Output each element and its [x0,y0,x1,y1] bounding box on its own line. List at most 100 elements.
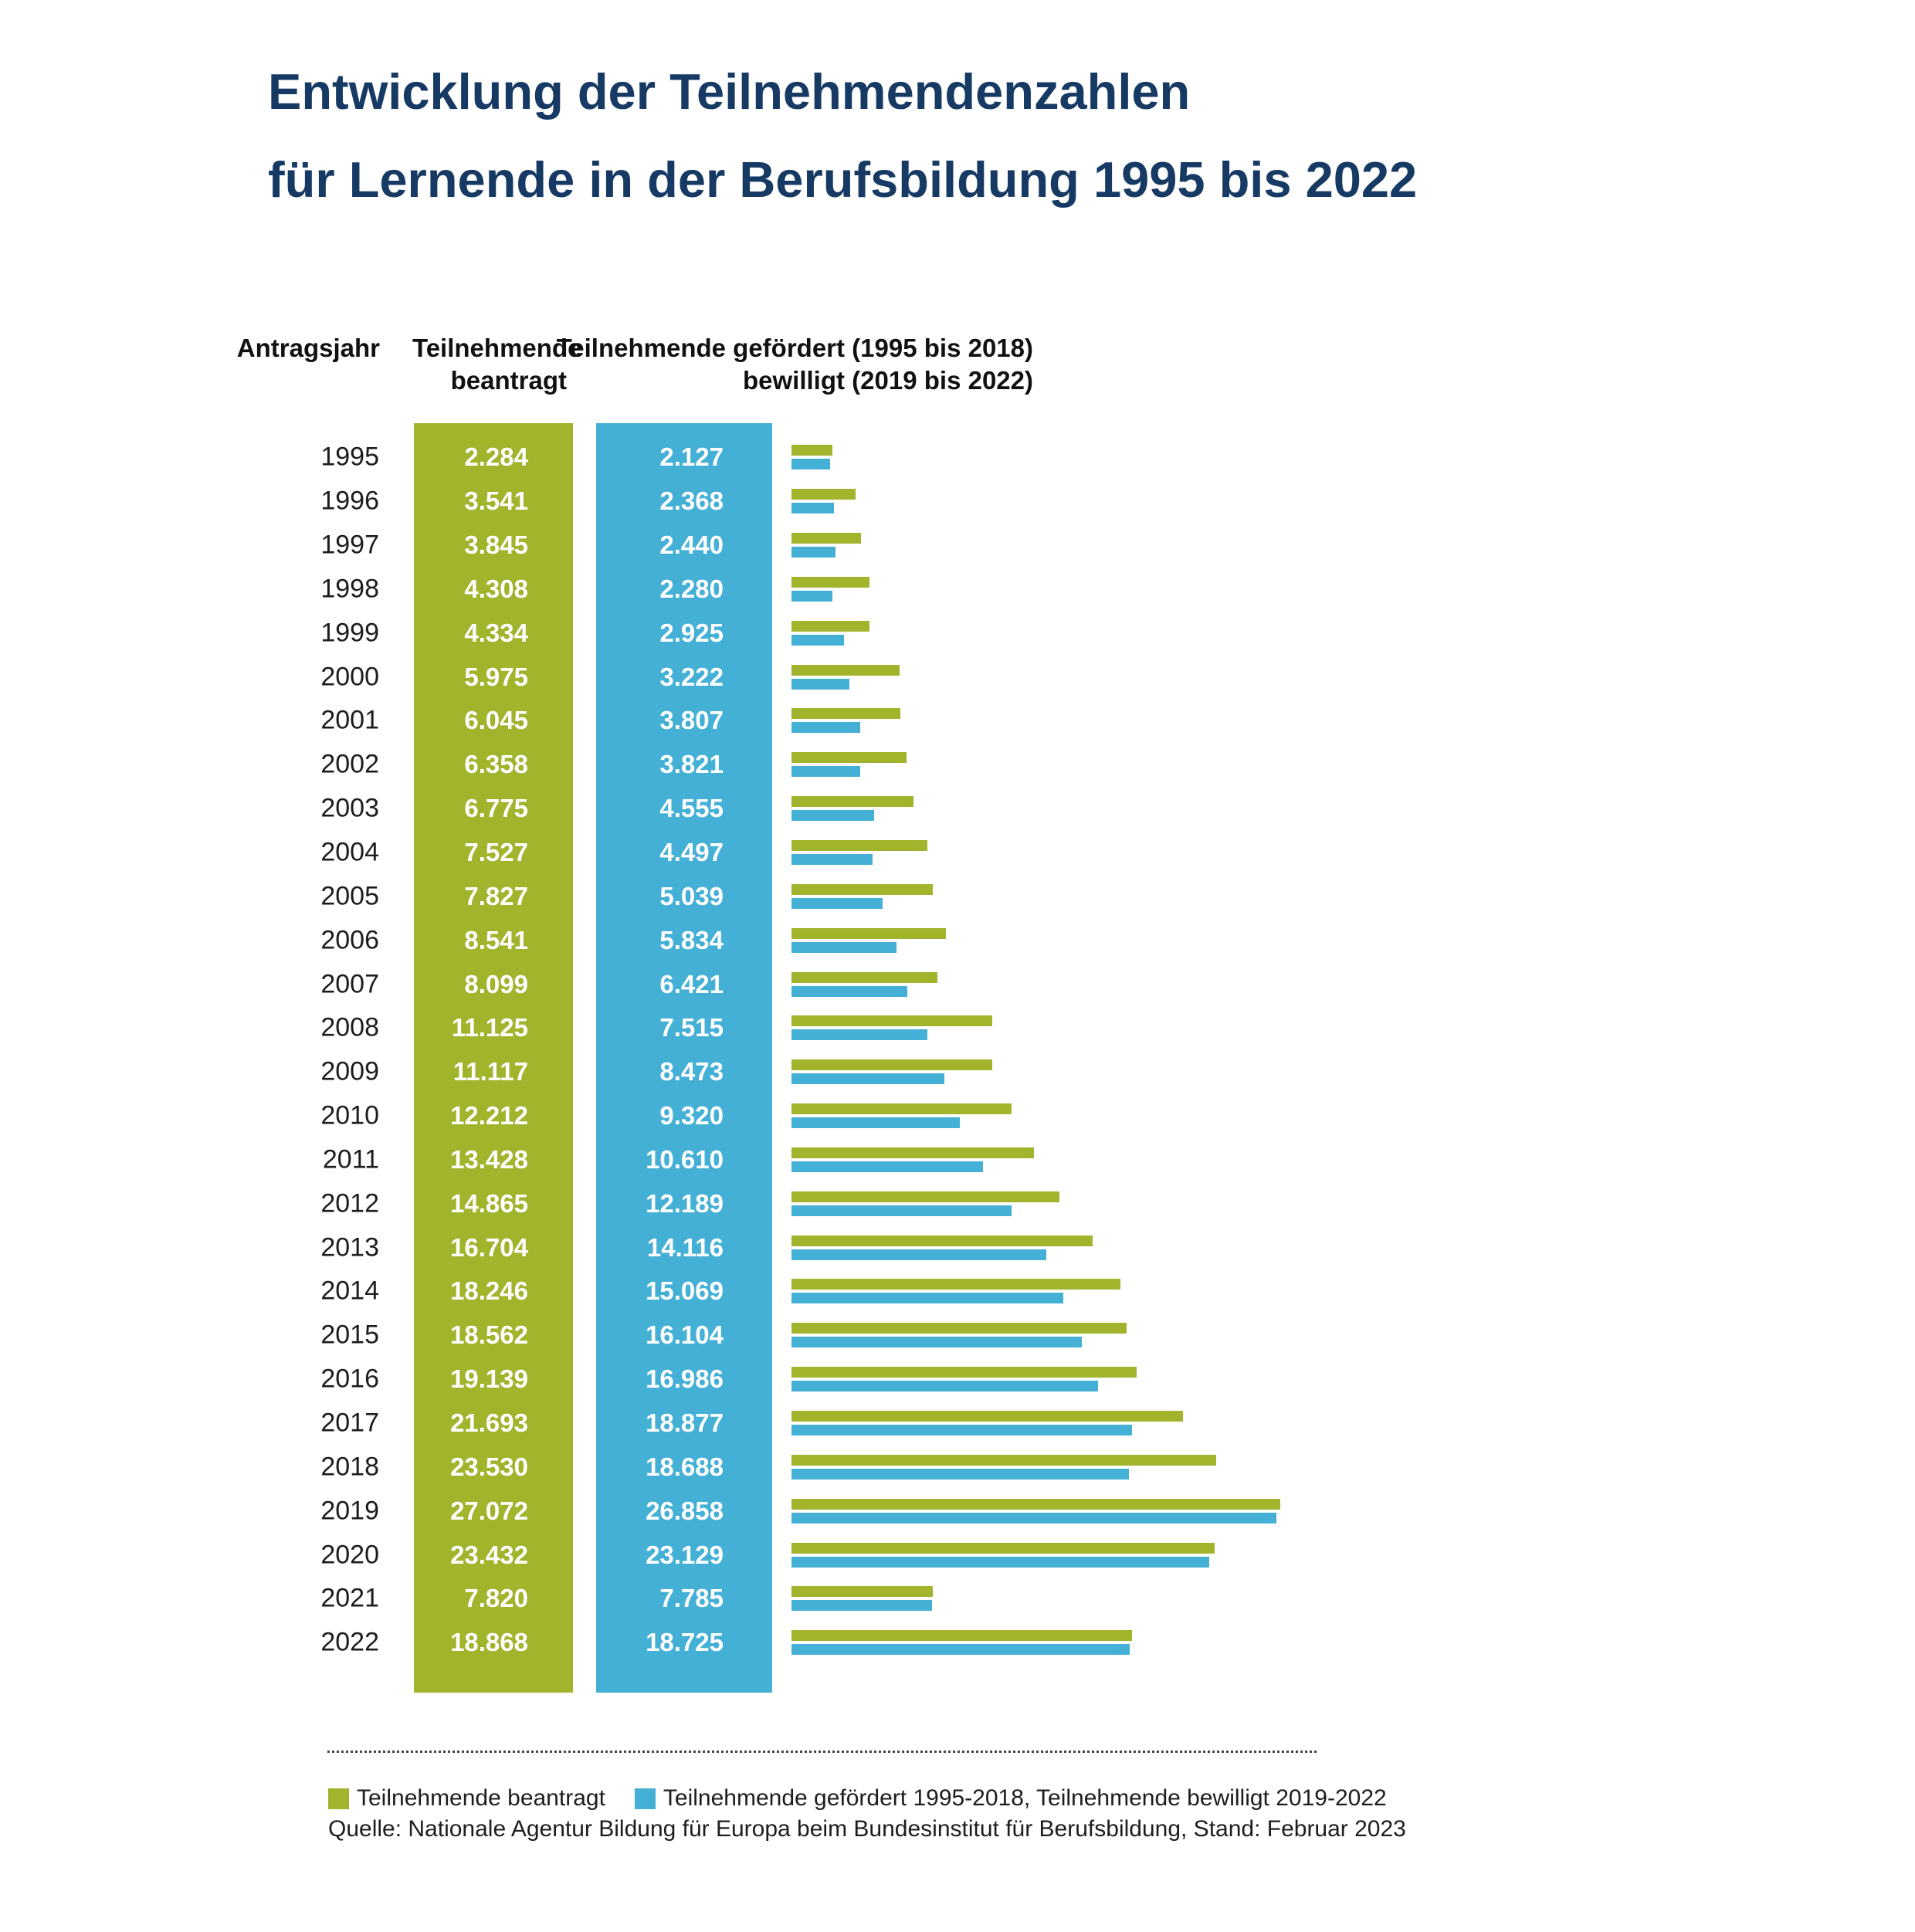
bar-pair [791,489,856,514]
bar-pair [791,1367,1137,1392]
value-gefoerdert: 8.473 [659,1057,724,1086]
value-gefoerdert: 5.834 [659,925,724,954]
bar-beantragt [791,796,914,808]
table-row: 2005 7.827 5.039 [0,874,1359,918]
table-row: 2015 18.562 16.104 [0,1313,1359,1357]
bar-gefoerdert [791,590,833,602]
value-beantragt: 21.693 [450,1408,528,1437]
table-row: 2003 6.775 4.555 [0,787,1359,831]
page-title-line1: Entwicklung der Teilnehmendenzahlen [268,63,1191,120]
value-gefoerdert: 4.497 [659,838,724,867]
bar-beantragt [791,971,938,983]
table-row: 2014 18.246 15.069 [0,1269,1359,1313]
bar-pair [791,1103,1012,1129]
bar-pair [791,1279,1121,1304]
bar-gefoerdert [791,1512,1276,1524]
bar-beantragt [791,1498,1280,1510]
year-label: 1995 [320,442,379,472]
bar-beantragt [791,1586,933,1598]
bar-pair [791,620,870,646]
table-row: 2000 5.975 3.222 [0,655,1359,699]
bar-pair [791,1059,992,1085]
value-beantragt: 19.139 [450,1364,528,1394]
year-label: 2022 [320,1627,379,1657]
value-beantragt: 7.527 [464,838,528,867]
year-label: 2005 [320,881,379,911]
bar-beantragt [791,883,933,895]
value-gefoerdert: 18.725 [646,1628,724,1657]
legend-label-beantragt: Teilnehmende beantragt [357,1785,605,1811]
year-label: 1997 [320,530,379,560]
value-gefoerdert: 3.222 [659,662,724,691]
value-gefoerdert: 15.069 [646,1276,724,1306]
year-label: 2006 [320,925,379,955]
column-header-gefoerdert-line1: Teilnehmende gefördert (1995 bis 2018) [556,334,1033,362]
bar-gefoerdert [791,1029,927,1041]
table-row: 2010 12.212 9.320 [0,1094,1359,1138]
bar-beantragt [791,445,833,456]
year-label: 1998 [320,574,379,604]
year-label: 1996 [320,486,379,516]
bar-pair [791,927,946,953]
bar-gefoerdert [791,1117,960,1129]
year-label: 2011 [322,1144,379,1174]
year-label: 2012 [320,1188,379,1219]
bar-beantragt [791,1630,1132,1642]
year-label: 2020 [320,1540,379,1570]
table-row: 2009 11.117 8.473 [0,1050,1359,1094]
bar-beantragt [791,1410,1183,1422]
value-gefoerdert: 5.039 [659,881,724,910]
value-gefoerdert: 7.515 [659,1013,724,1042]
bar-pair [791,1323,1127,1348]
source-note: Quelle: Nationale Agentur Bildung für Eu… [328,1816,1406,1842]
column-header-gefoerdert-line2: bewilligt (2019 bis 2022) [743,366,1033,395]
bar-pair [791,533,861,558]
bar-beantragt [791,1279,1121,1290]
value-beantragt: 12.212 [450,1101,528,1130]
value-beantragt: 11.117 [452,1057,528,1086]
year-label: 2008 [320,1012,379,1042]
value-gefoerdert: 18.688 [646,1452,724,1481]
table-row: 2001 6.045 3.807 [0,699,1359,743]
bar-beantragt [791,1059,992,1071]
bar-pair [791,1147,1034,1172]
value-beantragt: 4.308 [464,574,528,603]
value-beantragt: 18.562 [450,1320,528,1350]
table-row: 1997 3.845 2.440 [0,524,1359,568]
bar-beantragt [791,533,861,544]
value-gefoerdert: 3.821 [659,750,724,779]
blue-column-background [596,423,772,1693]
value-gefoerdert: 4.555 [659,794,724,823]
bar-pair [791,664,900,690]
table-row: 2020 23.432 23.129 [0,1533,1359,1577]
value-gefoerdert: 6.421 [659,969,724,998]
column-header-beantragt-line1: Teilnehmende [412,334,582,362]
value-beantragt: 27.072 [450,1496,528,1525]
year-label: 2009 [320,1056,379,1086]
value-gefoerdert: 9.320 [659,1101,724,1130]
value-gefoerdert: 2.368 [659,486,724,516]
table-row: 2006 8.541 5.834 [0,918,1359,962]
table-row: 1996 3.541 2.368 [0,480,1359,524]
bar-gefoerdert [791,1161,983,1172]
value-beantragt: 13.428 [450,1144,528,1174]
year-label: 2004 [320,837,379,867]
table-row: 2022 18.868 18.725 [0,1621,1359,1665]
bar-beantragt [791,1235,1093,1246]
value-gefoerdert: 14.116 [646,1232,724,1262]
bar-pair [791,1586,933,1612]
value-beantragt: 18.246 [450,1276,528,1306]
legend-item-gefoerdert: Teilnehmende gefördert 1995-2018, Teilne… [634,1785,1387,1812]
year-label: 2001 [320,705,379,735]
legend-item-beantragt: Teilnehmende beantragt [328,1785,605,1812]
bar-gefoerdert [791,854,873,866]
year-label: 2019 [320,1496,379,1526]
bar-gefoerdert [791,1644,1130,1656]
bar-gefoerdert [791,1205,1012,1216]
year-label: 2000 [320,662,379,692]
bar-beantragt [791,840,927,852]
table-row: 2002 6.358 3.821 [0,743,1359,787]
bar-gefoerdert [791,722,860,734]
value-gefoerdert: 2.925 [659,618,724,647]
page-title: Entwicklung der Teilnehmendenzahlen für … [268,48,1417,224]
